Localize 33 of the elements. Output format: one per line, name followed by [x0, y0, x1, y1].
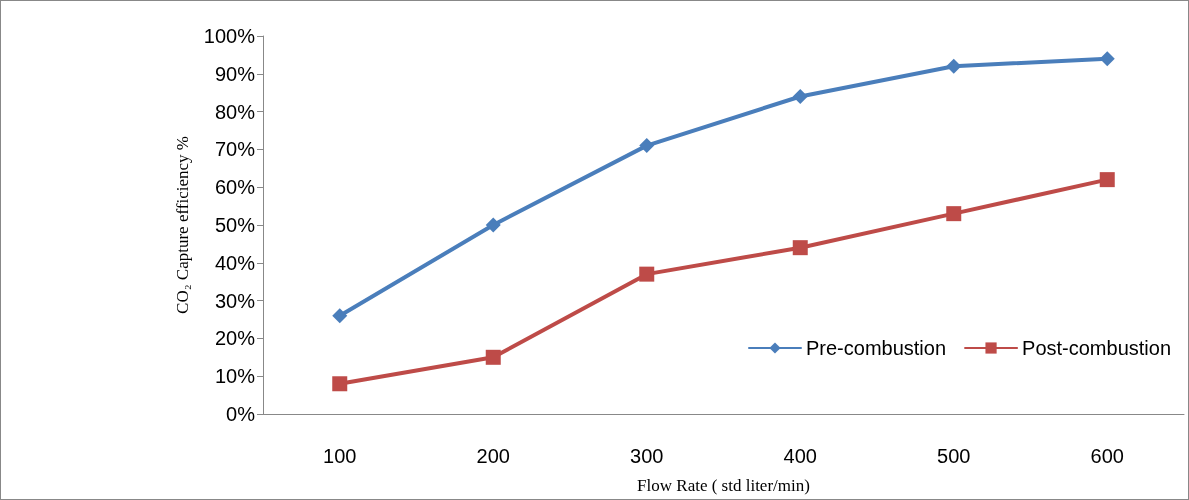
x-tick-label: 400 [783, 445, 817, 467]
point [639, 266, 655, 282]
point [946, 206, 962, 222]
legend-label: Pre-combustion [805, 337, 947, 359]
x-tick-label: 600 [1090, 445, 1124, 467]
y-tick-label: 0% [226, 403, 256, 425]
y-tick-label: 90% [214, 62, 256, 85]
point [1099, 172, 1115, 188]
point [639, 138, 655, 154]
y-tick-label: 80% [214, 100, 256, 123]
y-tick-label: 50% [214, 214, 256, 236]
point [792, 88, 808, 104]
point [485, 217, 501, 233]
point [485, 349, 501, 365]
x-tick-label: 200 [476, 445, 510, 467]
x-axis-title: Flow Rate ( std liter/min) [637, 476, 810, 495]
y-axis-title: CO₂ Capture efficiency % [173, 136, 192, 314]
x-tick-label: 100 [323, 445, 357, 467]
point [1099, 51, 1115, 67]
y-tick-label: 100% [203, 25, 256, 47]
x-tick-label: 300 [630, 445, 664, 467]
point [792, 240, 808, 256]
y-tick-label: 30% [214, 289, 256, 312]
legend-label: Post-combustion [1022, 337, 1172, 359]
y-tick-label: 20% [214, 327, 256, 350]
y-tick-label: 70% [214, 138, 256, 161]
y-tick-label: 40% [214, 251, 256, 274]
point [332, 308, 348, 324]
point [946, 58, 962, 74]
point [332, 376, 348, 392]
y-tick-label: 60% [214, 176, 256, 199]
y-tick-label: 10% [214, 365, 256, 388]
x-tick-label: 500 [937, 445, 971, 467]
